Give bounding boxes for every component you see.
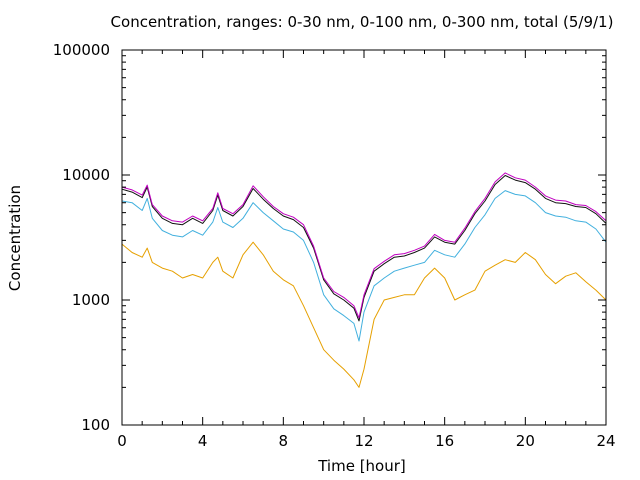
series-line-2 (121, 190, 607, 342)
x-tick-label: 16 (435, 432, 454, 450)
y-tick-label: 100000 (53, 41, 110, 59)
chart-title: Concentration, ranges: 0-30 nm, 0-100 nm… (111, 13, 614, 31)
x-tick-label: 8 (279, 432, 289, 450)
series-group (121, 172, 607, 388)
ticks-group: 0 4 8 12 16 20 24 100 1000 10000 100000 (53, 41, 616, 450)
series-line-3 (121, 175, 607, 322)
y-tick-label: 1000 (72, 291, 110, 309)
y-axis-title: Concentration (6, 185, 24, 291)
x-axis-title: Time [hour] (317, 457, 406, 475)
x-tick-label: 20 (516, 432, 535, 450)
x-tick-label: 0 (117, 432, 127, 450)
series-line-1 (121, 241, 607, 388)
x-tick-label: 12 (354, 432, 373, 450)
y-tick-label: 100 (81, 416, 110, 434)
x-tick-label: 24 (596, 432, 615, 450)
x-tick-label: 4 (198, 432, 208, 450)
series-line-4 (121, 172, 607, 319)
y-tick-label: 10000 (62, 166, 110, 184)
